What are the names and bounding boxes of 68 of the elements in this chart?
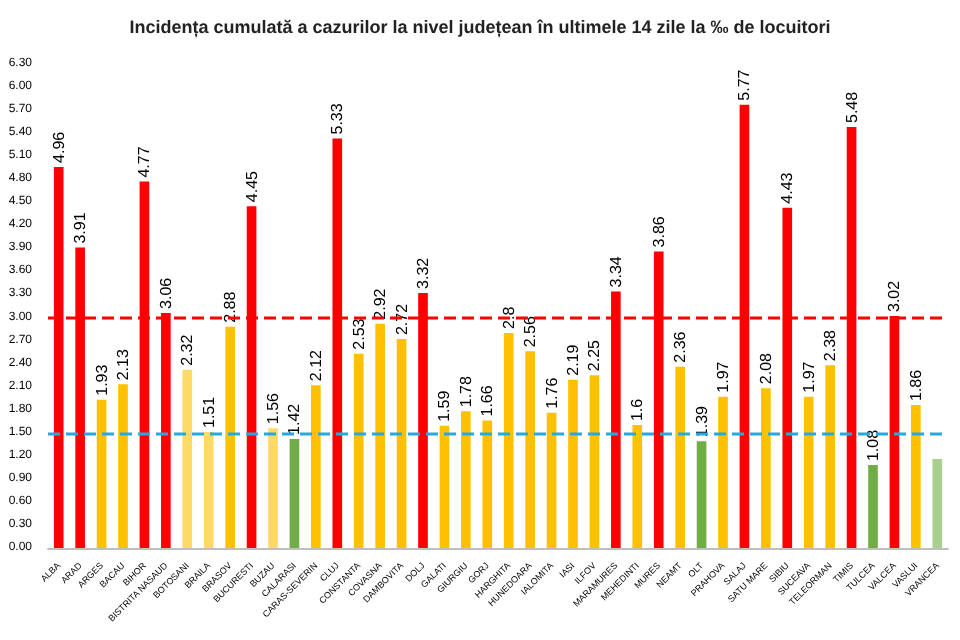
- data-label: 2.12: [306, 348, 325, 382]
- data-label: 1.42: [285, 402, 304, 435]
- data-label: 2.36: [671, 330, 690, 363]
- data-label: 1.08: [864, 428, 882, 462]
- data-label: 4.43: [778, 171, 797, 204]
- chart-title: Incidența cumulată a cazurilor la nivel județean în ultimele 14 zile la ‰ de locuitori: [129, 17, 831, 39]
- data-label: 3.06: [156, 276, 175, 309]
- bar: [696, 441, 707, 548]
- data-label: 5.77: [735, 68, 754, 101]
- bar: [825, 365, 835, 548]
- data-label: 2.8: [499, 305, 518, 329]
- bar: [761, 388, 771, 548]
- data-label: 2.38: [821, 328, 840, 362]
- data-label: 1.76: [542, 376, 561, 409]
- data-label: 1.6: [628, 397, 647, 422]
- data-label: 5.48: [842, 90, 861, 123]
- bar: [675, 366, 685, 548]
- data-label: 2.53: [349, 317, 368, 350]
- data-label: 1.97: [714, 360, 732, 393]
- data-label: 3.32: [414, 256, 432, 289]
- data-label: 1.51: [199, 395, 218, 428]
- bar: [353, 353, 364, 548]
- data-label: 2.19: [564, 343, 582, 376]
- bar: [311, 385, 321, 548]
- data-label: 4.45: [242, 169, 261, 203]
- data-label: 1.66: [478, 384, 497, 417]
- data-label: 4.96: [49, 130, 68, 163]
- data-label: 1.86: [906, 368, 925, 402]
- bar: [568, 379, 578, 548]
- bar: [439, 425, 450, 548]
- data-label: 1.78: [456, 375, 475, 408]
- bar: [503, 332, 514, 548]
- bar: [289, 438, 300, 548]
- bar: [632, 425, 643, 548]
- bar: [482, 420, 493, 548]
- bar: [911, 405, 921, 548]
- data-label: 2.08: [756, 351, 775, 385]
- bar: [96, 399, 107, 548]
- data-label: 4.77: [135, 145, 154, 178]
- data-label: 2.32: [178, 333, 197, 366]
- data-label: 1.97: [799, 360, 818, 393]
- data-label: 3.34: [606, 255, 625, 288]
- bar: [589, 375, 600, 548]
- data-label: 3.91: [71, 211, 90, 244]
- bar: [525, 351, 535, 548]
- bar: [396, 339, 407, 548]
- bar: [182, 369, 193, 548]
- bar: [268, 428, 278, 548]
- bar: [375, 323, 385, 548]
- data-label: 5.33: [328, 102, 347, 135]
- bar: [203, 431, 214, 548]
- data-label: 1.59: [435, 389, 454, 422]
- data-label: 1.56: [264, 391, 282, 425]
- bar: [461, 411, 471, 548]
- bar: [932, 458, 943, 548]
- data-label: 2.72: [392, 302, 411, 336]
- bar: [803, 396, 814, 548]
- data-label: 2.56: [521, 315, 540, 348]
- bar: [868, 465, 878, 548]
- data-label: 1.93: [92, 363, 111, 396]
- bar: [718, 396, 728, 548]
- data-label: 3.02: [885, 279, 904, 312]
- bar: [546, 412, 557, 548]
- data-label: 2.25: [585, 338, 604, 372]
- bar: [225, 326, 235, 548]
- data-label: 2.13: [114, 348, 132, 381]
- bar: [118, 384, 128, 548]
- data-label: 3.86: [649, 215, 668, 248]
